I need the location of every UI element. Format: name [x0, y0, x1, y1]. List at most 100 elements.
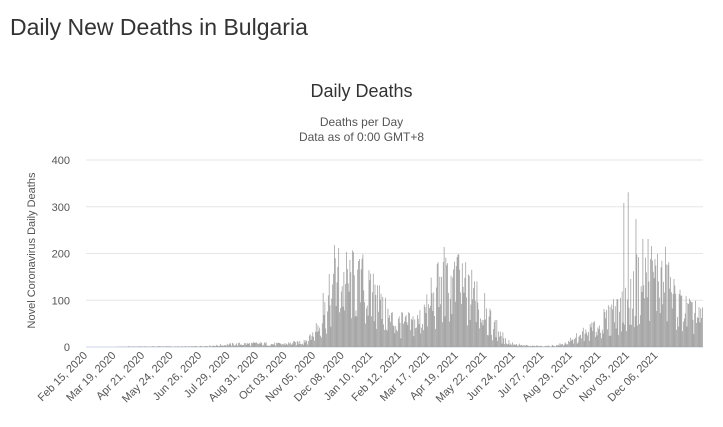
daily-bar: [664, 292, 665, 347]
daily-bar: [200, 345, 201, 347]
daily-bar: [193, 346, 194, 347]
daily-bar: [661, 260, 663, 347]
daily-bar: [139, 346, 141, 347]
daily-bar: [648, 281, 650, 347]
daily-bar: [607, 305, 609, 347]
daily-bar: [677, 316, 678, 347]
daily-bar: [650, 258, 652, 347]
daily-bar: [338, 247, 340, 347]
daily-bar: [305, 340, 307, 347]
daily-bar: [679, 289, 681, 347]
daily-bar: [601, 338, 602, 347]
daily-bar: [390, 321, 391, 347]
daily-bar: [302, 344, 304, 347]
daily-bar: [307, 344, 308, 347]
daily-bar: [678, 294, 680, 347]
daily-bar: [531, 346, 532, 347]
daily-bar: [439, 276, 441, 347]
daily-bar: [531, 345, 533, 347]
daily-bar: [447, 263, 448, 347]
daily-bar: [624, 324, 626, 347]
daily-bar: [388, 318, 390, 347]
daily-bar: [521, 344, 523, 347]
daily-bar: [341, 286, 343, 347]
daily-bar: [265, 342, 267, 347]
daily-bar: [336, 282, 338, 347]
y-axis-label: Novel Coronavirus Daily Deaths: [26, 172, 38, 328]
daily-bar: [219, 343, 221, 347]
daily-bar: [514, 345, 516, 347]
daily-bar: [493, 322, 495, 347]
daily-bar: [302, 343, 303, 347]
daily-bar: [472, 299, 473, 347]
daily-bar: [250, 345, 251, 347]
daily-bar: [353, 275, 355, 347]
daily-bar: [633, 327, 635, 347]
daily-bar: [301, 344, 302, 347]
daily-bar: [689, 298, 690, 347]
daily-bar: [655, 265, 657, 347]
daily-bar: [153, 346, 155, 347]
daily-bar: [698, 307, 700, 347]
daily-bar: [397, 331, 398, 347]
daily-bar: [200, 346, 202, 347]
daily-bar: [626, 299, 628, 347]
daily-bar: [519, 345, 521, 347]
daily-bar: [568, 340, 569, 347]
daily-bar: [510, 343, 512, 347]
daily-bar: [667, 264, 669, 347]
daily-bar: [523, 345, 524, 347]
daily-bar: [675, 293, 677, 347]
daily-bar: [536, 345, 537, 347]
daily-bar: [702, 307, 703, 347]
daily-bar: [289, 342, 291, 347]
daily-bar: [587, 335, 588, 347]
daily-bar: [467, 325, 468, 347]
y-tick-label: 400: [52, 155, 70, 167]
daily-bar: [304, 342, 306, 347]
daily-bar: [376, 328, 378, 347]
daily-bar: [166, 346, 168, 347]
daily-bar: [591, 322, 593, 347]
y-tick-label: 100: [52, 295, 70, 307]
daily-bar: [653, 278, 655, 347]
daily-bar: [485, 319, 486, 347]
daily-bar: [293, 341, 295, 347]
daily-bar: [641, 291, 643, 347]
daily-bar: [589, 323, 591, 347]
daily-bar: [461, 263, 463, 347]
daily-bar: [625, 287, 626, 347]
daily-bar: [544, 345, 546, 347]
daily-bar: [505, 338, 506, 347]
daily-bar: [279, 342, 281, 347]
daily-bar: [584, 333, 586, 347]
daily-bar: [588, 332, 589, 347]
daily-bar: [321, 337, 322, 347]
daily-bar: [694, 312, 696, 347]
daily-bar: [479, 328, 480, 347]
daily-bar: [380, 293, 382, 347]
daily-bar: [697, 317, 699, 347]
daily-bar: [238, 342, 240, 347]
daily-bar: [249, 343, 251, 347]
daily-bar: [140, 346, 142, 347]
daily-bar: [325, 328, 327, 347]
daily-bar: [385, 329, 387, 347]
daily-bar: [464, 277, 466, 347]
daily-bar: [413, 336, 415, 347]
daily-bar: [311, 336, 313, 347]
daily-bar: [225, 345, 227, 347]
daily-bar: [227, 345, 229, 347]
daily-bar: [430, 277, 432, 347]
daily-bar: [658, 297, 660, 347]
daily-bar: [454, 261, 455, 347]
daily-bar: [556, 345, 557, 347]
daily-bar: [212, 345, 213, 347]
daily-bar: [469, 319, 471, 347]
daily-bar: [187, 346, 189, 347]
daily-bar: [216, 344, 218, 347]
daily-bar: [442, 322, 443, 347]
daily-bar: [448, 321, 450, 347]
daily-bar: [232, 342, 233, 347]
daily-bar: [555, 346, 556, 347]
